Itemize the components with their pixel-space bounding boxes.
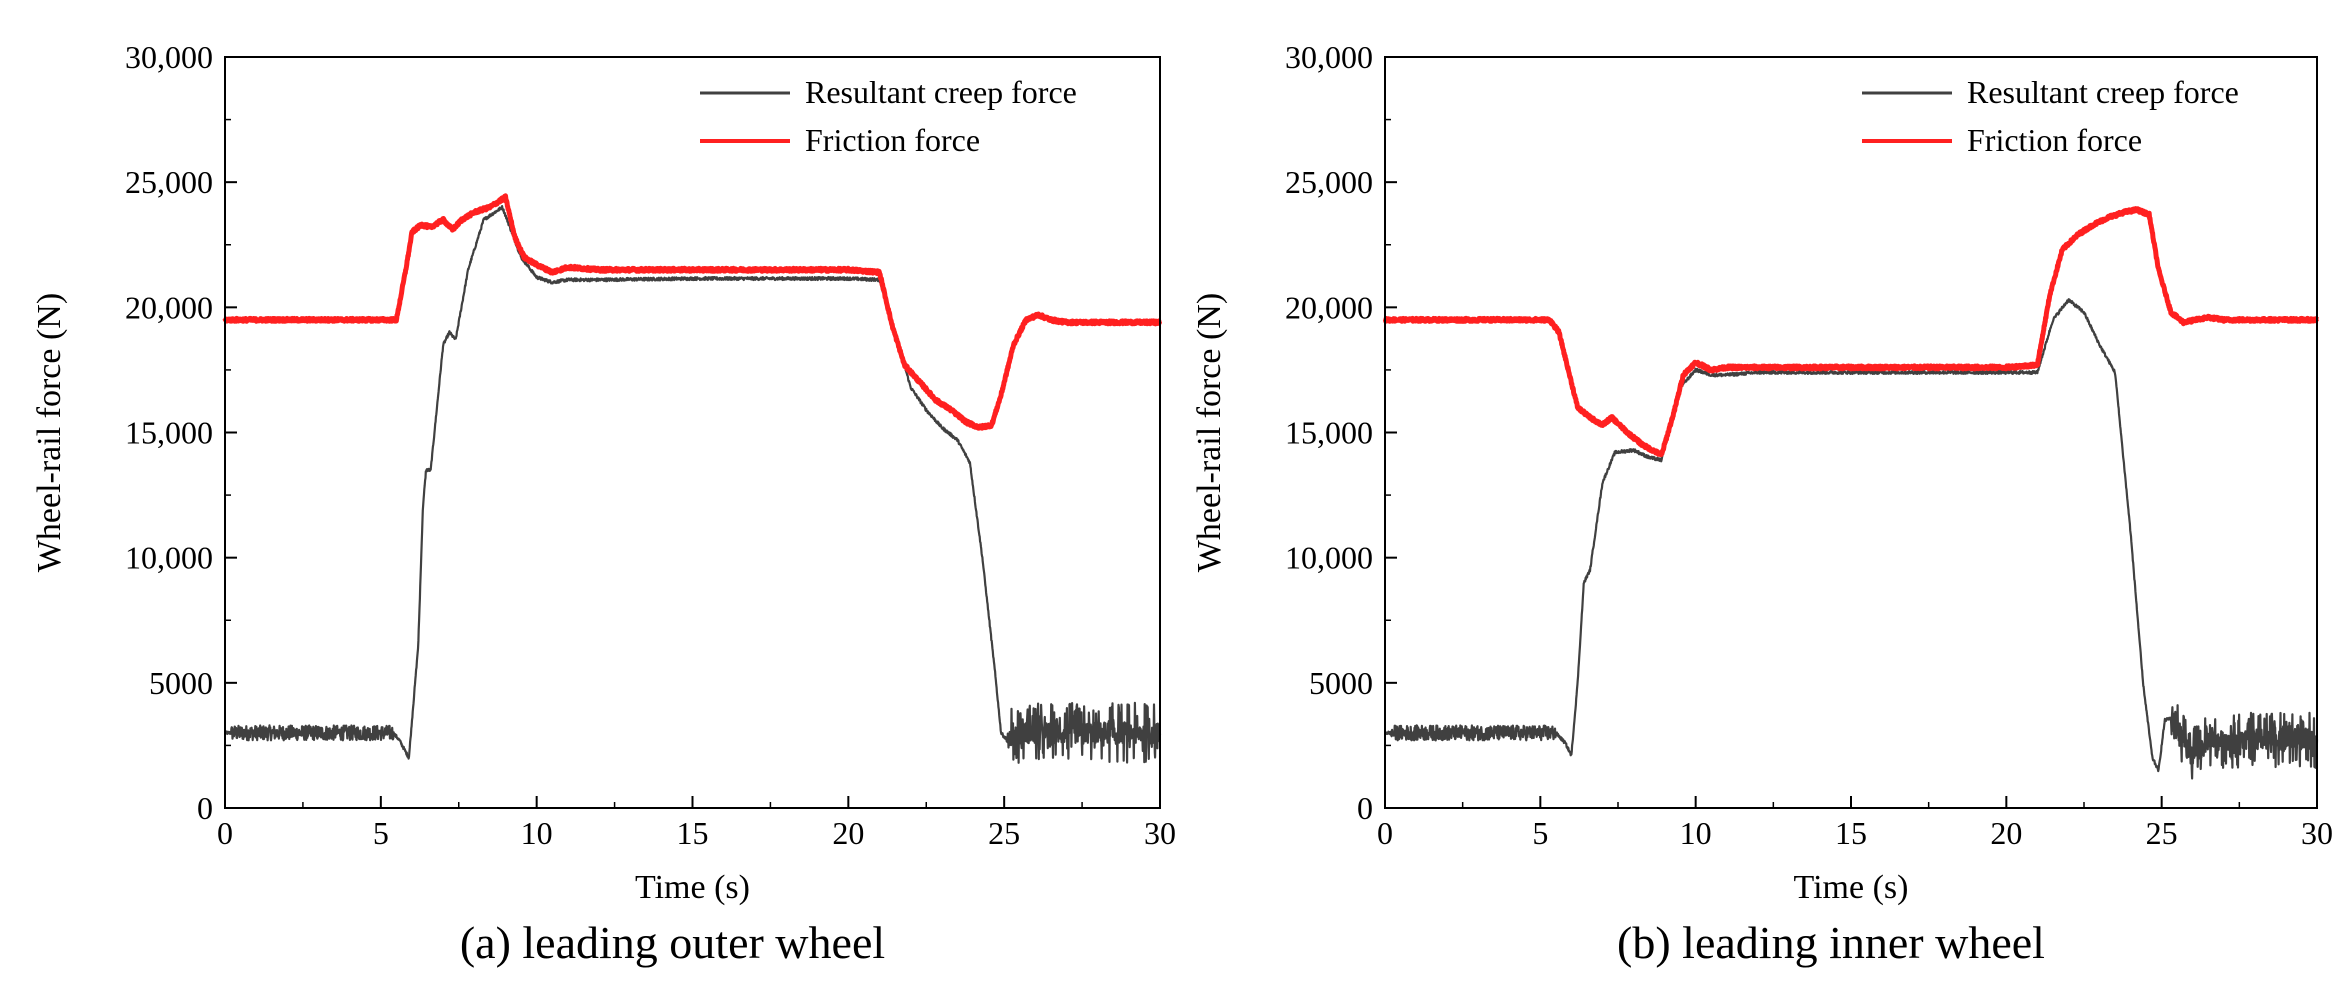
y-tick-label: 5000 bbox=[1309, 665, 1373, 701]
y-tick-label: 5000 bbox=[149, 665, 213, 701]
x-tick-label: 20 bbox=[832, 815, 864, 851]
x-axis-label: Time (s) bbox=[1794, 869, 1909, 906]
x-tick-label: 20 bbox=[1990, 815, 2022, 851]
plot-frame bbox=[224, 56, 1161, 809]
y-tick-label: 20,000 bbox=[1285, 289, 1373, 325]
panel-caption: (a) leading outer wheel bbox=[460, 917, 885, 968]
series-line-creep bbox=[223, 205, 1162, 764]
legend-label-friction: Friction force bbox=[805, 122, 980, 158]
x-tick-label: 10 bbox=[521, 815, 553, 851]
y-tick-label: 15,000 bbox=[1285, 415, 1373, 451]
y-tick-label: 20,000 bbox=[125, 289, 213, 325]
legend-label-friction: Friction force bbox=[1967, 122, 2142, 158]
y-tick-label: 15,000 bbox=[125, 415, 213, 451]
series-line-friction bbox=[1382, 206, 2320, 458]
y-axis-label: Wheel-rail force (N) bbox=[1191, 293, 1228, 572]
y-tick-label: 0 bbox=[1357, 790, 1373, 826]
x-tick-label: 30 bbox=[1144, 815, 1176, 851]
x-tick-label: 15 bbox=[677, 815, 709, 851]
y-tick-label: 30,000 bbox=[125, 39, 213, 75]
x-tick-label: 5 bbox=[1532, 815, 1548, 851]
plot-frame bbox=[1384, 56, 2318, 809]
y-axis-label: Wheel-rail force (N) bbox=[31, 293, 68, 572]
x-tick-label: 0 bbox=[1377, 815, 1393, 851]
legend-label-creep: Resultant creep force bbox=[1967, 74, 2239, 110]
x-tick-label: 25 bbox=[988, 815, 1020, 851]
y-tick-label: 10,000 bbox=[125, 540, 213, 576]
y-tick-label: 0 bbox=[197, 790, 213, 826]
legend-label-creep: Resultant creep force bbox=[805, 74, 1077, 110]
y-tick-label: 10,000 bbox=[1285, 540, 1373, 576]
series-line-friction bbox=[222, 193, 1163, 431]
x-tick-label: 15 bbox=[1835, 815, 1867, 851]
chart-panel-b: 0 5000 10,000 15,000 20,000 25,000 30,000 0 5 10 1… bbox=[1191, 39, 2333, 968]
x-tick-label: 0 bbox=[217, 815, 233, 851]
y-tick-label: 25,000 bbox=[1285, 164, 1373, 200]
y-tick-label: 30,000 bbox=[1285, 39, 1373, 75]
chart-panel-a: 0 5000 10,000 15,000 20,000 25,000 30,000 0 5 10 1… bbox=[31, 39, 1176, 968]
x-tick-label: 25 bbox=[2146, 815, 2178, 851]
y-tick-label: 25,000 bbox=[125, 164, 213, 200]
x-tick-label: 30 bbox=[2301, 815, 2333, 851]
x-tick-label: 10 bbox=[1680, 815, 1712, 851]
series-line-creep bbox=[1384, 298, 2319, 780]
x-tick-label: 5 bbox=[373, 815, 389, 851]
x-axis-label: Time (s) bbox=[635, 869, 750, 906]
panel-caption: (b) leading inner wheel bbox=[1617, 917, 2045, 968]
